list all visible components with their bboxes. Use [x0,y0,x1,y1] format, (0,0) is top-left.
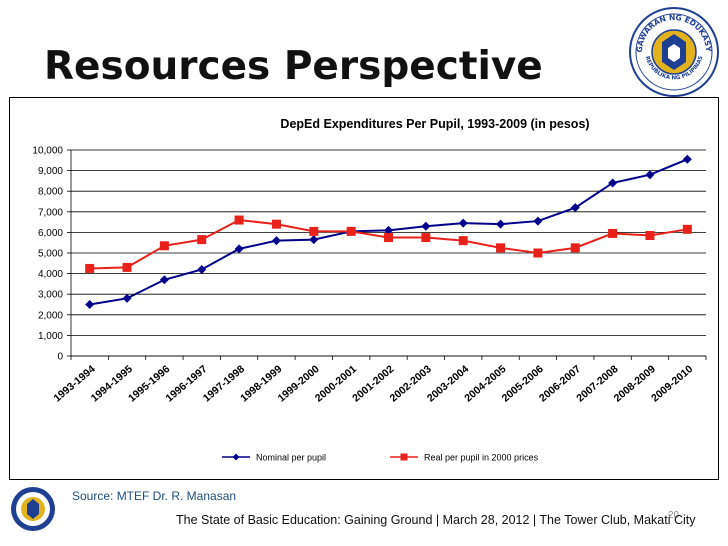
real-point [271,219,281,229]
expenditure-chart: DepEd Expenditures Per Pupil, 1993-2009 … [10,98,718,479]
y-tick-label: 1,000 [38,331,63,342]
real-point [346,226,356,236]
legend-marker [232,453,240,461]
legend-marker [400,453,408,461]
nominal-point [159,275,169,285]
y-tick-label: 10,000 [32,146,63,157]
nominal-point [570,203,580,213]
real-point [682,224,692,234]
y-tick-label: 9,000 [38,166,63,177]
real-point [122,262,132,272]
y-tick-label: 5,000 [38,249,63,260]
slide-title: Resources Perspective [44,44,543,89]
real-point [234,215,244,225]
real-point [645,230,655,240]
y-tick-label: 2,000 [38,310,63,321]
nominal-point [645,170,655,180]
real-point [159,241,169,251]
real-point [85,263,95,273]
y-tick-label: 3,000 [38,290,63,301]
nominal-point [234,244,244,254]
real-point [608,228,618,238]
page-number: 20 [668,510,680,521]
y-tick-label: 8,000 [38,187,63,198]
nominal-point [309,235,319,245]
chart-title: DepEd Expenditures Per Pupil, 1993-2009 … [280,117,589,131]
real-point [384,233,393,243]
real-point [570,243,580,253]
nominal-point [496,219,506,229]
nominal-point [682,154,692,164]
real-point [458,236,468,246]
y-tick-label: 6,000 [38,228,63,239]
real-point [533,248,543,258]
legend-label: Nominal per pupil [256,453,326,463]
nominal-point [85,300,95,309]
deped-seal-logo: KAGAWARAN NG EDUKASYON REPUBLIKA NG PILI… [628,6,719,97]
real-point [496,243,506,253]
legend-label: Real per pupil in 2000 prices [424,453,539,463]
nominal-point [197,264,207,274]
chart-frame: DepEd Expenditures Per Pupil, 1993-2009 … [9,97,719,480]
footer-text: The State of Basic Education: Gaining Gr… [176,513,696,527]
nominal-point [458,218,468,228]
nominal-point [384,225,393,235]
y-tick-label: 4,000 [38,269,63,280]
nominal-point [122,293,132,303]
y-tick-label: 0 [57,352,63,363]
real-point [197,235,207,245]
nominal-point [608,178,618,188]
real-point [421,233,431,243]
y-tick-label: 7,000 [38,207,63,218]
nominal-point [271,236,281,246]
school-emblem-logo [11,487,55,531]
nominal-point [533,216,543,226]
nominal-point [421,221,431,231]
source-note: Source: MTEF Dr. R. Manasan [72,489,237,503]
real-point [309,226,319,236]
